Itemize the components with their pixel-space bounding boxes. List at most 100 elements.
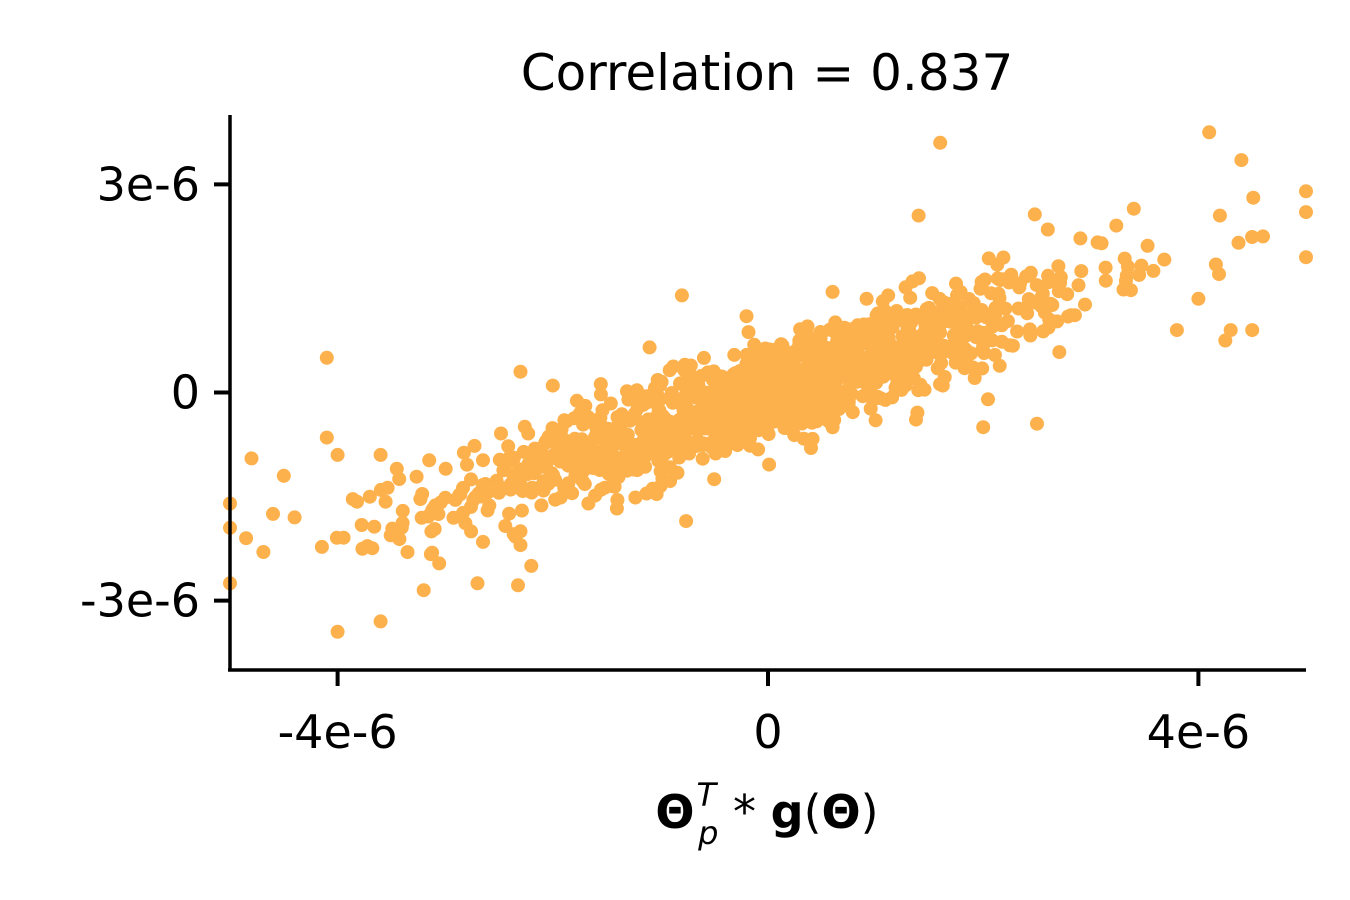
data-point	[781, 414, 796, 429]
data-point	[501, 439, 516, 454]
data-point	[647, 415, 662, 430]
data-point	[373, 447, 388, 462]
data-point	[711, 410, 726, 425]
data-point	[679, 514, 694, 529]
data-point	[593, 377, 608, 392]
data-point	[747, 398, 762, 413]
data-point	[978, 272, 992, 287]
data-point	[949, 276, 963, 291]
data-point	[830, 334, 845, 348]
data-point	[431, 507, 446, 522]
data-point	[813, 325, 828, 339]
data-point	[727, 347, 742, 362]
x-label-close-paren: )	[861, 785, 879, 839]
data-point	[664, 386, 679, 400]
data-point	[895, 375, 910, 390]
data-point	[673, 428, 688, 443]
data-point	[394, 520, 409, 535]
data-point	[821, 413, 836, 428]
data-point	[1098, 273, 1113, 288]
data-point	[1246, 190, 1261, 205]
data-point	[1053, 270, 1068, 285]
data-point	[870, 366, 885, 381]
data-point	[897, 330, 912, 345]
data-point	[400, 545, 415, 560]
data-point	[1223, 323, 1238, 338]
data-point	[432, 556, 447, 571]
data-point	[478, 477, 493, 491]
data-point	[1299, 250, 1313, 265]
data-point	[530, 461, 545, 476]
data-point	[1202, 125, 1217, 140]
data-point	[546, 468, 561, 483]
data-point	[395, 503, 410, 518]
x-tick-label: 4e-6	[1147, 705, 1250, 759]
data-point	[734, 415, 749, 430]
data-point	[863, 385, 878, 400]
data-point	[1140, 238, 1155, 253]
data-point	[470, 576, 485, 591]
data-point	[1010, 324, 1025, 339]
data-point	[950, 288, 965, 303]
data-point	[611, 418, 625, 433]
data-point	[943, 314, 958, 329]
data-point	[1120, 259, 1135, 274]
data-point	[514, 503, 529, 518]
data-point	[524, 558, 539, 573]
data-point	[650, 397, 664, 412]
x-label-open-paren: (	[804, 785, 822, 839]
data-point	[694, 368, 709, 383]
data-point	[992, 358, 1007, 373]
data-point	[853, 349, 868, 364]
data-point	[674, 415, 689, 430]
data-point	[911, 208, 926, 223]
data-point	[925, 286, 940, 301]
data-point	[581, 496, 596, 511]
data-point	[1212, 208, 1227, 223]
data-point	[354, 518, 369, 532]
data-point	[464, 524, 479, 539]
x-label-superscript: T	[697, 776, 719, 814]
data-point	[872, 320, 887, 335]
data-point	[805, 342, 820, 357]
data-point	[494, 480, 509, 495]
data-point	[776, 353, 791, 368]
data-point	[948, 355, 963, 370]
data-point	[825, 284, 840, 299]
data-point	[990, 271, 1005, 286]
data-point	[748, 382, 763, 397]
data-point	[330, 447, 345, 462]
data-point	[1132, 267, 1147, 282]
data-point	[933, 345, 948, 360]
data-point	[751, 442, 766, 457]
data-point	[691, 404, 706, 419]
data-point	[913, 377, 928, 392]
data-point	[762, 457, 777, 472]
data-point	[1231, 235, 1246, 250]
data-point	[1052, 345, 1067, 360]
data-point	[1212, 267, 1226, 282]
data-point	[575, 473, 590, 488]
data-point	[456, 445, 471, 460]
data-point	[239, 531, 254, 546]
data-point	[414, 510, 429, 525]
data-point	[670, 465, 685, 480]
data-point	[1071, 278, 1086, 293]
data-point	[654, 439, 669, 454]
data-point	[367, 519, 382, 534]
data-point	[567, 443, 582, 458]
data-point	[546, 448, 561, 462]
data-point	[424, 524, 439, 539]
data-point	[629, 392, 644, 407]
data-point	[653, 464, 668, 479]
data-point	[416, 583, 431, 598]
data-point	[854, 332, 869, 347]
x-tick-label: -4e-6	[278, 705, 398, 759]
data-point	[800, 331, 815, 346]
data-point	[593, 482, 608, 497]
data-point	[319, 430, 334, 445]
data-point	[1067, 308, 1082, 323]
data-point	[380, 480, 395, 495]
data-point	[916, 326, 931, 341]
